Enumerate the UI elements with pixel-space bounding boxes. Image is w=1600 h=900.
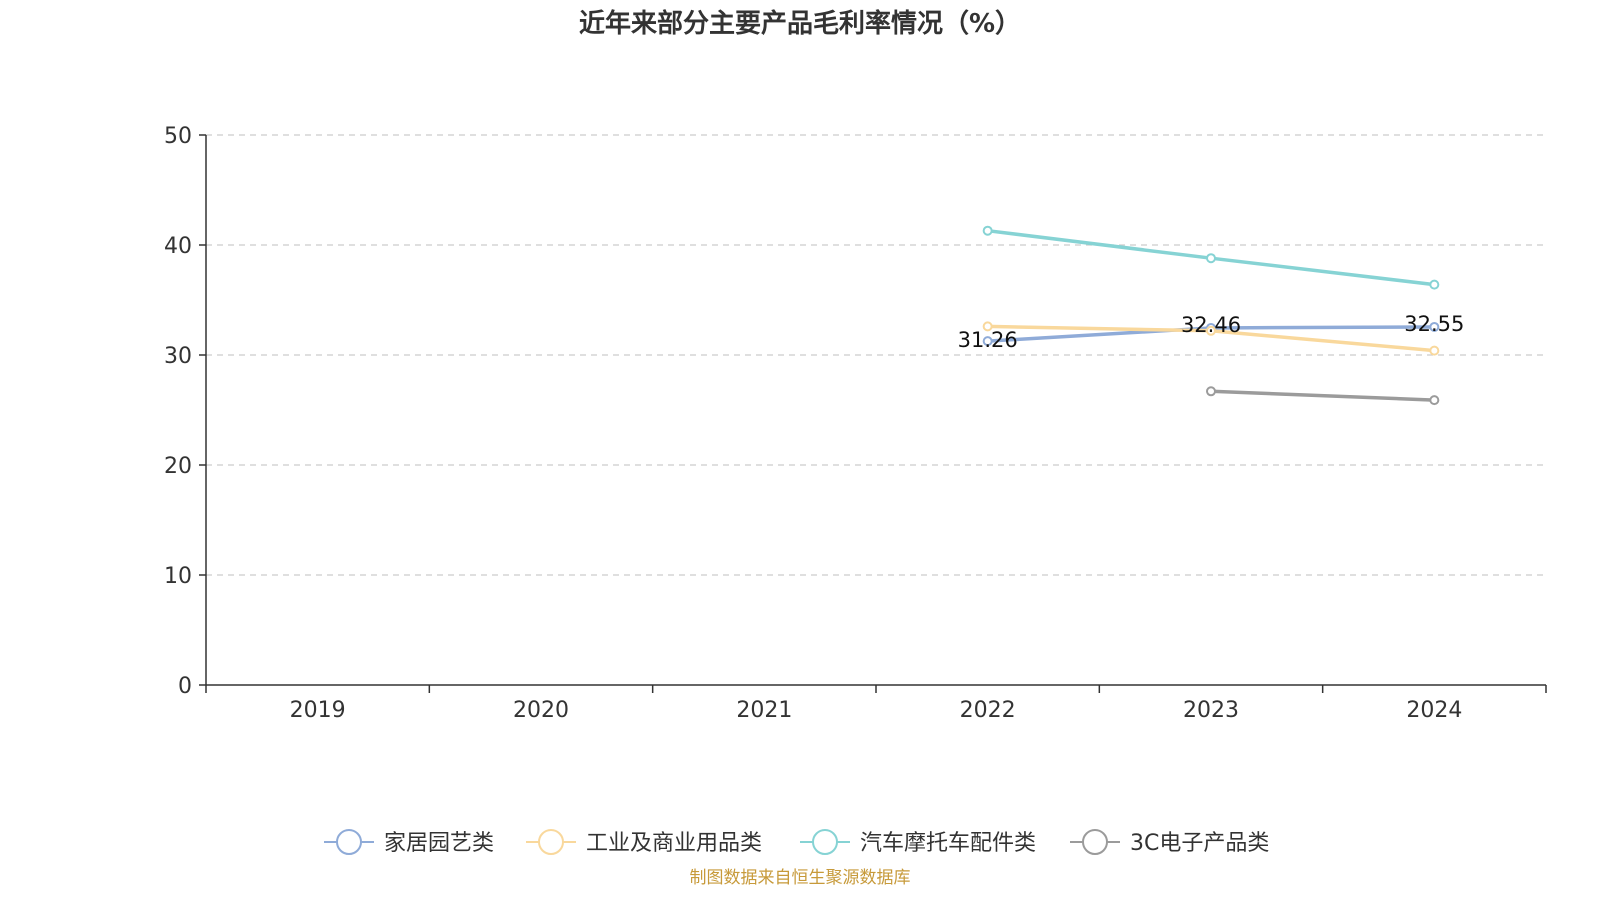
legend-marker (1082, 829, 1108, 855)
data-point[interactable] (982, 336, 993, 347)
data-label: 32.55 (1404, 312, 1464, 336)
data-labels: 31.26 32.46 32.55 (958, 312, 1465, 352)
legend-label: 汽车摩托车配件类 (860, 831, 1036, 856)
data-point[interactable] (982, 321, 993, 332)
x-tick-label: 2022 (960, 698, 1016, 723)
y-tick-label: 10 (164, 564, 192, 589)
source-note: 制图数据来自恒生聚源数据库 (690, 868, 911, 888)
legend-marker (336, 829, 362, 855)
legend-item-3[interactable]: 3C电子产品类 (1070, 829, 1269, 856)
legend-marker (538, 829, 564, 855)
axes: 0 10 20 30 40 50 2019 2020 2021 2022 2023 2024 (164, 124, 1547, 723)
x-tick-label: 2024 (1406, 698, 1462, 723)
data-point[interactable] (1429, 345, 1440, 356)
x-tick-label: 2020 (513, 698, 569, 723)
y-tick-label: 20 (164, 454, 192, 479)
x-tick-label: 2023 (1183, 698, 1239, 723)
y-tick-label: 30 (164, 344, 192, 369)
data-point[interactable] (982, 225, 993, 236)
data-point[interactable] (1429, 321, 1440, 332)
legend-item-2[interactable]: 汽车摩托车配件类 (800, 829, 1036, 856)
legend-item-0[interactable]: 家居园艺类 (324, 829, 494, 856)
series-line-3 (1210, 389, 1435, 402)
chart-title: 近年来部分主要产品毛利率情况（%） (579, 8, 1021, 39)
data-label: 31.26 (958, 328, 1018, 352)
y-tick-label: 50 (164, 124, 192, 149)
legend[interactable]: 家居园艺类 工业及商业用品类 汽车摩托车配件类 3C电子产品类 (324, 829, 1269, 856)
gridlines (206, 134, 1546, 576)
legend-label: 工业及商业用品类 (586, 831, 762, 856)
data-label: 32.46 (1181, 313, 1241, 337)
data-point[interactable] (1429, 279, 1440, 290)
legend-label: 家居园艺类 (384, 831, 494, 856)
data-point[interactable] (1206, 325, 1216, 336)
legend-item-1[interactable]: 工业及商业用品类 (526, 829, 762, 856)
legend-label: 3C电子产品类 (1130, 831, 1269, 856)
data-point[interactable] (1206, 253, 1216, 264)
x-tick-label: 2021 (736, 698, 792, 723)
y-tick-label: 0 (178, 674, 192, 699)
legend-marker (812, 829, 838, 855)
x-tick-label: 2019 (290, 698, 346, 723)
data-point[interactable] (1206, 386, 1216, 397)
series-lines (982, 225, 1440, 406)
data-point[interactable] (1429, 395, 1440, 406)
y-tick-label: 40 (164, 234, 192, 259)
